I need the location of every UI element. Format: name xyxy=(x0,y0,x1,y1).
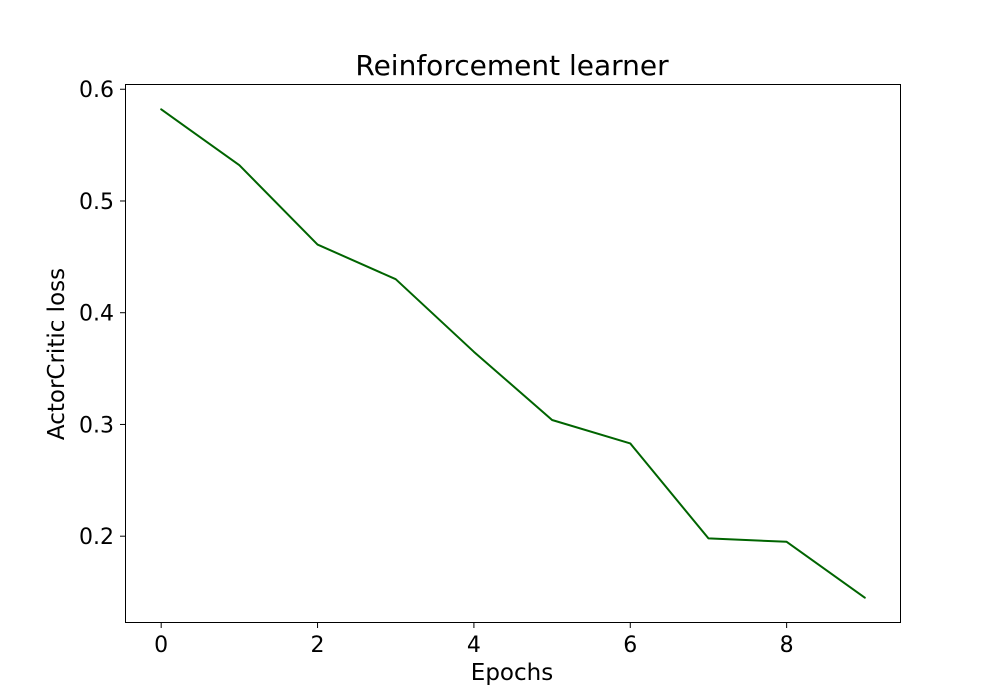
x-tick-label: 4 xyxy=(467,633,481,658)
x-tick-label: 0 xyxy=(154,633,168,658)
y-axis: 0.2 0.3 0.4 0.5 0.6 xyxy=(79,78,126,550)
y-tick-label: 0.3 xyxy=(79,413,114,438)
x-tick-label: 6 xyxy=(623,633,637,658)
series-line xyxy=(160,108,866,599)
y-tick-label: 0.2 xyxy=(79,525,114,550)
y-tick-label: 0.5 xyxy=(79,190,114,215)
y-tick-label: 0.4 xyxy=(79,302,114,327)
x-axis-label: Epochs xyxy=(471,660,553,686)
series-layer xyxy=(160,108,866,599)
x-axis: 0 2 4 6 8 xyxy=(154,622,794,658)
y-axis-label: ActorCritic loss xyxy=(44,268,70,440)
chart-title: Reinforcement learner xyxy=(355,49,669,82)
y-tick-label: 0.6 xyxy=(79,78,114,103)
x-tick-label: 8 xyxy=(780,633,794,658)
plot-frame xyxy=(125,84,901,623)
x-tick-label: 2 xyxy=(311,633,325,658)
